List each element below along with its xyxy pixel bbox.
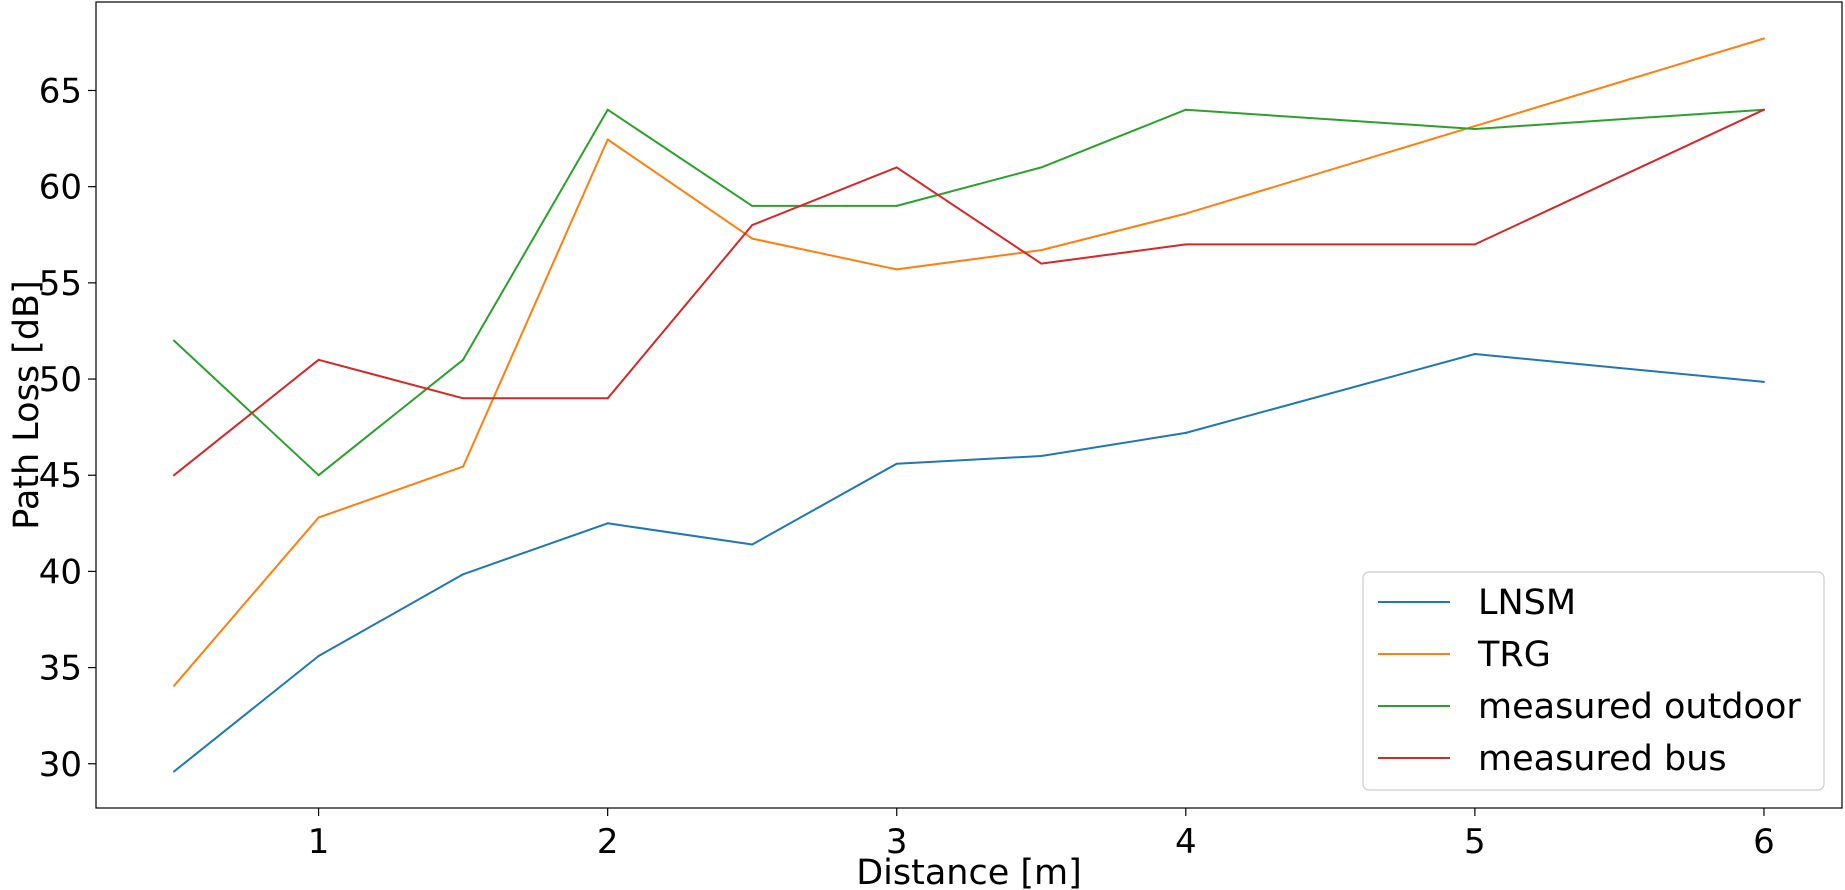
data-point	[1763, 380, 1765, 383]
data-point	[1040, 249, 1043, 252]
data-point	[895, 268, 898, 271]
legend-label: measured outdoor	[1478, 687, 1801, 727]
data-point	[462, 358, 465, 361]
data-point	[895, 462, 898, 465]
data-point	[1473, 243, 1476, 246]
y-tick-label: 40	[39, 552, 82, 592]
plot-frame	[95, 1, 1843, 809]
data-point	[1763, 108, 1765, 111]
data-point	[1040, 455, 1043, 457]
data-point	[1184, 243, 1187, 246]
data-point	[173, 474, 175, 477]
data-point	[751, 224, 754, 227]
data-point	[1473, 128, 1476, 130]
x-tick-label: 1	[308, 822, 330, 862]
data-point	[1473, 353, 1476, 355]
data-point	[751, 237, 754, 240]
data-point	[606, 138, 609, 141]
data-point	[317, 516, 320, 519]
x-tick-label: 5	[1464, 822, 1486, 862]
series-line-4	[173, 108, 1765, 476]
data-point	[317, 655, 320, 657]
y-tick-label: 45	[39, 456, 82, 496]
data-point	[462, 397, 465, 400]
legend: LNSM TRG measured outdoor measured bus	[1362, 571, 1825, 791]
series-line-2	[173, 37, 1765, 687]
y-tick-label: 30	[39, 745, 82, 785]
series-layer	[173, 37, 1765, 773]
data-point	[606, 522, 609, 525]
data-point	[317, 358, 320, 361]
x-axis-ticks: 1 2 3 4 5 6	[308, 808, 1775, 862]
data-point	[751, 543, 754, 546]
y-axis-ticks: 30 35 40 45 50 55 60 65	[39, 71, 96, 785]
data-point	[173, 339, 175, 342]
data-point	[1473, 125, 1476, 128]
y-axis-label: Path Loss [dB]	[7, 280, 47, 529]
data-point	[895, 204, 898, 207]
data-point	[1184, 212, 1187, 215]
legend-label: TRG	[1477, 635, 1551, 675]
data-point	[606, 108, 609, 111]
data-point	[317, 474, 320, 477]
data-point	[173, 684, 175, 687]
y-tick-label: 35	[39, 649, 82, 689]
data-point	[462, 465, 465, 468]
data-point	[462, 573, 465, 576]
data-point	[1184, 108, 1187, 111]
legend-label: LNSM	[1478, 583, 1576, 623]
x-axis-label: Distance [m]	[856, 853, 1082, 890]
data-point	[1040, 166, 1043, 169]
series-line-1	[173, 353, 1765, 773]
legend-label: measured bus	[1478, 739, 1727, 779]
y-tick-label: 60	[39, 168, 82, 208]
data-point	[606, 397, 609, 400]
data-point	[1040, 262, 1043, 265]
y-tick-label: 65	[39, 71, 82, 111]
y-tick-label: 50	[39, 360, 82, 400]
legend-box	[1362, 571, 1825, 791]
data-point	[1184, 431, 1187, 434]
y-tick-label: 55	[39, 264, 82, 304]
data-point	[173, 770, 175, 773]
data-point	[1763, 37, 1765, 40]
x-tick-label: 6	[1753, 822, 1775, 862]
data-point	[895, 166, 898, 169]
x-tick-label: 3	[886, 822, 908, 862]
data-point	[751, 204, 754, 207]
x-tick-label: 4	[1175, 822, 1197, 862]
series-line-3	[173, 108, 1765, 477]
x-tick-label: 2	[597, 822, 619, 862]
